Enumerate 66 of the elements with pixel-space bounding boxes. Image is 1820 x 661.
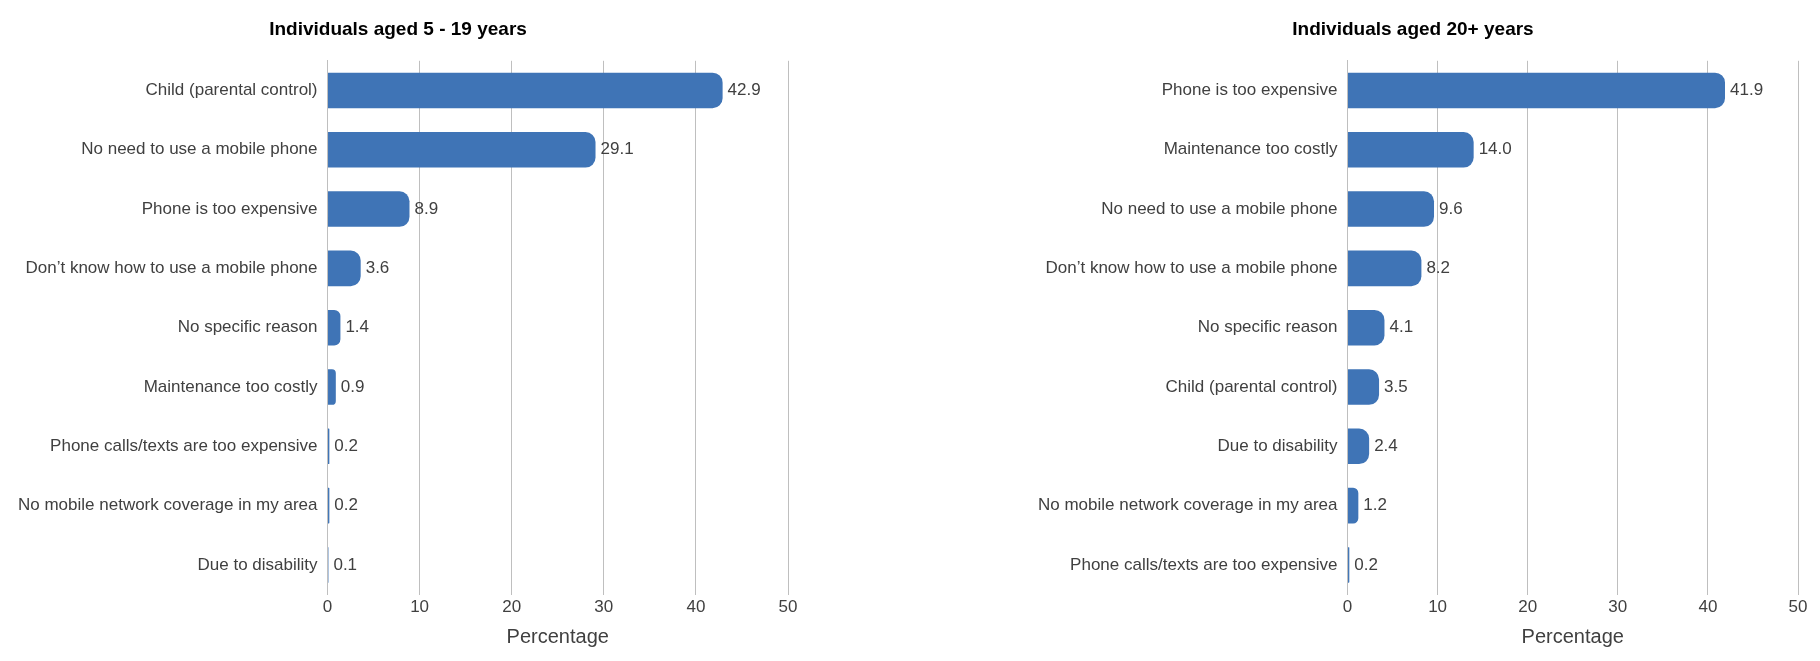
x-tick-label: 10 xyxy=(410,597,430,617)
bar xyxy=(1348,250,1422,287)
bar xyxy=(328,72,723,109)
bar xyxy=(1348,487,1359,524)
x-tick-label: 50 xyxy=(1788,597,1808,617)
x-tick-label: 40 xyxy=(686,597,706,617)
y-tick-label: No need to use a mobile phone xyxy=(81,139,318,159)
x-tick-label: 30 xyxy=(1608,597,1628,617)
data-label: 3.6 xyxy=(365,258,390,278)
bar xyxy=(328,250,361,287)
y-tick-label: No specific reason xyxy=(1197,317,1338,337)
data-label: 0.9 xyxy=(340,376,365,396)
y-tick-label: Due to disability xyxy=(197,554,319,574)
x-tick-label: 40 xyxy=(1698,597,1718,617)
x-axis-title: Percentage xyxy=(1521,624,1624,647)
bar xyxy=(1348,191,1435,227)
x-tick-label: 10 xyxy=(1428,597,1448,617)
y-tick-label: Child (parental control) xyxy=(1165,376,1338,396)
data-label: 3.5 xyxy=(1384,376,1408,396)
data-label: 29.1 xyxy=(600,139,634,159)
x-tick-label: 50 xyxy=(778,597,798,617)
bar xyxy=(328,309,341,346)
y-tick-label: Phone is too expensive xyxy=(1161,80,1338,100)
data-label: 8.9 xyxy=(414,198,439,218)
x-tick-label: 20 xyxy=(1518,597,1538,617)
x-tick-label: 30 xyxy=(594,597,614,617)
data-label: 1.4 xyxy=(345,317,370,337)
bar xyxy=(328,131,596,168)
data-label: 0.2 xyxy=(1354,554,1378,574)
bar xyxy=(1348,131,1474,168)
y-tick-label: No specific reason xyxy=(177,317,318,337)
bar xyxy=(1348,309,1385,346)
y-tick-label: Phone is too expensive xyxy=(141,198,318,218)
data-label: 0.2 xyxy=(334,436,359,456)
bar xyxy=(1348,369,1380,405)
bar xyxy=(328,191,410,227)
y-tick-label: Phone calls/texts are too expensive xyxy=(1070,554,1338,574)
x-axis-title: Percentage xyxy=(506,624,609,647)
y-tick-label: No mobile network coverage in my area xyxy=(17,495,319,515)
y-tick-label: Child (parental control) xyxy=(145,80,318,100)
y-tick-label: Maintenance too costly xyxy=(1163,139,1339,159)
x-tick-label: 0 xyxy=(1342,597,1353,617)
data-label: 9.6 xyxy=(1439,198,1463,218)
data-label: 14.0 xyxy=(1478,139,1512,159)
data-label: 0.2 xyxy=(334,495,359,515)
data-label: 42.9 xyxy=(727,80,761,100)
y-tick-label: Don’t know how to use a mobile phone xyxy=(25,258,318,278)
y-tick-label: No need to use a mobile phone xyxy=(1101,198,1338,218)
data-label: 0.1 xyxy=(333,554,358,574)
bar xyxy=(328,369,336,405)
y-tick-label: No mobile network coverage in my area xyxy=(1037,495,1339,515)
data-label: 2.4 xyxy=(1374,436,1398,456)
data-label: 8.2 xyxy=(1426,258,1451,278)
bar xyxy=(1348,428,1370,465)
y-tick-label: Maintenance too costly xyxy=(143,376,319,396)
x-tick-label: 20 xyxy=(502,597,522,617)
data-label: 41.9 xyxy=(1730,80,1764,100)
x-tick-label: 0 xyxy=(322,597,333,617)
y-tick-label: Don’t know how to use a mobile phone xyxy=(1045,258,1338,278)
bar xyxy=(1348,72,1726,109)
y-tick-label: Phone calls/texts are too expensive xyxy=(50,436,318,456)
data-label: 4.1 xyxy=(1389,317,1414,337)
chart-title: Individuals aged 20+ years xyxy=(1292,17,1534,39)
data-label: 1.2 xyxy=(1363,495,1387,515)
chart-title: Individuals aged 5 - 19 years xyxy=(269,17,527,39)
y-tick-label: Due to disability xyxy=(1217,436,1339,456)
